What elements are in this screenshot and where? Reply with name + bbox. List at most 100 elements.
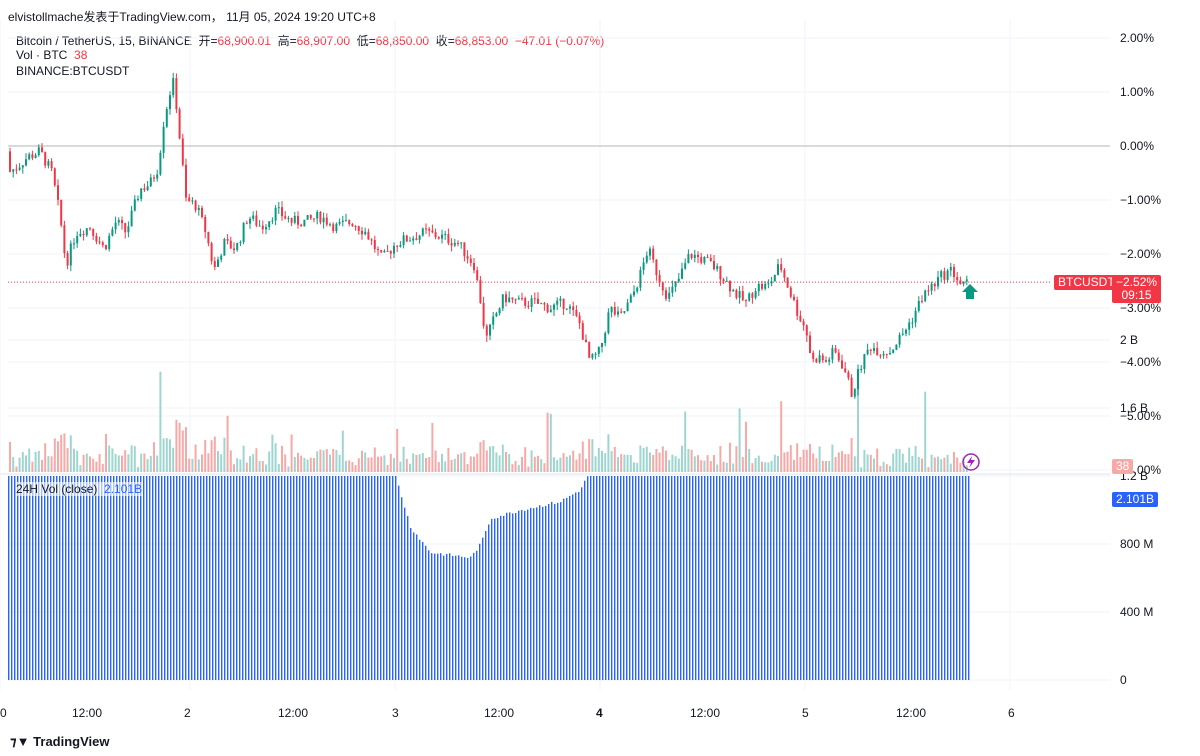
candle-body (9, 151, 11, 172)
candle-body (457, 242, 459, 244)
candle-body (57, 185, 59, 200)
vol24-bar (38, 476, 40, 680)
vol24-bar (284, 476, 286, 680)
candle-body (249, 218, 251, 224)
vol24-bar (86, 476, 88, 680)
volume-bar (277, 464, 280, 472)
volume-bar (114, 453, 117, 472)
volume-bar (297, 452, 299, 472)
candle-body (959, 280, 962, 285)
candle-body (197, 207, 200, 211)
vol24-bar (209, 476, 211, 680)
vol24-title[interactable]: 24H Vol (close) (16, 482, 98, 496)
volume-bar (111, 448, 114, 472)
vol24-bar (623, 476, 625, 680)
candle-body (44, 151, 47, 166)
volume-bar (130, 445, 133, 472)
candle-body (636, 287, 639, 292)
candle-body (357, 226, 360, 231)
candle-body (117, 220, 120, 223)
candle-body (121, 220, 123, 224)
volume-bar (153, 442, 155, 472)
vol24-bar (611, 476, 613, 680)
candle-body (581, 323, 584, 340)
volume-bar (364, 452, 367, 472)
candle-body (946, 270, 949, 280)
vol24-bar (824, 476, 826, 680)
volume-bar (879, 465, 882, 472)
time-tick-label: 3 (392, 706, 399, 720)
vol24-bar (722, 476, 724, 680)
volume-bar (469, 456, 472, 472)
candle-body (201, 207, 203, 217)
vol24-bar (419, 539, 421, 680)
candle-body (143, 188, 146, 190)
volume-bar (220, 454, 223, 472)
vol24-bar (122, 476, 124, 680)
vol24-bar (878, 476, 880, 680)
vol24-bar (923, 476, 925, 680)
vol24-bar (911, 476, 913, 680)
volume-bar (15, 466, 18, 472)
vol24-bar (542, 506, 544, 680)
vol24-bar (251, 476, 253, 680)
candle-body (210, 243, 213, 262)
candle-body (25, 159, 27, 166)
candle-body (562, 298, 565, 309)
volume-bar (562, 453, 565, 472)
candle-body (578, 315, 581, 324)
volume-bar (441, 453, 443, 472)
vol24-bar (668, 476, 670, 680)
vol24-bar (968, 476, 970, 680)
volume-bar (927, 467, 930, 472)
volume-bar (777, 455, 779, 472)
candle-body (239, 241, 242, 243)
volume-bar (869, 454, 872, 472)
candle-body (364, 231, 367, 235)
vol24-bar (620, 476, 622, 680)
candle-body (927, 290, 930, 292)
volume-bar (92, 458, 95, 472)
vol24-bar (404, 507, 406, 680)
candle-body (885, 353, 888, 355)
candle-body (111, 229, 114, 236)
candle-body (601, 343, 603, 348)
volume-bar (786, 451, 789, 472)
vol24-bar (401, 497, 403, 680)
vol24-bar (353, 476, 355, 680)
volume-bar (761, 461, 763, 472)
volume-bar (540, 459, 543, 472)
compare-symbol[interactable]: BINANCE:BTCUSDT (16, 64, 130, 78)
candle-body (98, 241, 101, 243)
volume-bar (389, 453, 392, 472)
vol24-bar (872, 476, 874, 680)
candle-body (428, 228, 431, 231)
candle-body (367, 231, 370, 240)
vol24-bar (866, 476, 868, 680)
candle-body (233, 248, 235, 251)
volume-bar (437, 462, 440, 472)
vol24-bar (206, 476, 208, 680)
vol24-bar (344, 476, 346, 680)
candle-body (284, 216, 287, 219)
volume-bar (953, 452, 955, 472)
candle-body (236, 242, 239, 251)
lightning-icon[interactable] (962, 453, 980, 471)
vol24-bar (836, 476, 838, 680)
candle-body (31, 154, 34, 158)
vol24-bar (719, 476, 721, 680)
volume-bar (805, 449, 808, 472)
vol24-bar (737, 476, 739, 680)
volume-bar (121, 455, 123, 472)
candle-body (386, 250, 389, 252)
candle-body (338, 222, 341, 224)
volume-bar (693, 456, 696, 472)
vol-legend-label[interactable]: Vol · BTC (16, 48, 68, 62)
vol24-bar (287, 476, 289, 680)
vol24-bar (179, 476, 181, 680)
candle-body (860, 368, 863, 370)
candle-body (306, 215, 309, 220)
vol24-bar (632, 476, 634, 680)
candle-body (629, 295, 632, 303)
